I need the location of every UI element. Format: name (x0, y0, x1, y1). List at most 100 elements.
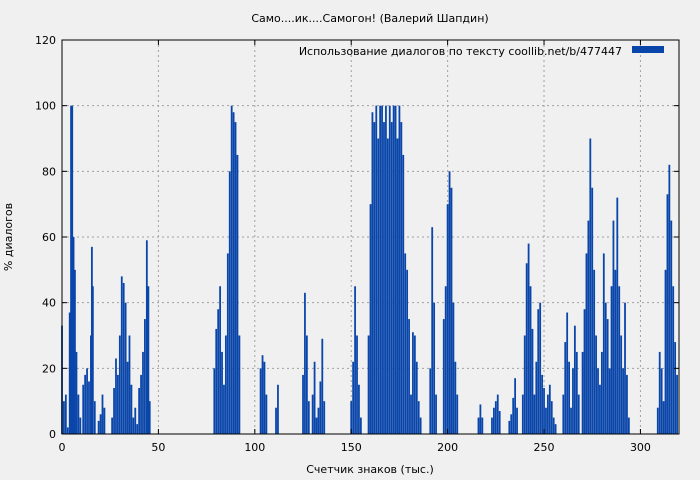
bar (72, 237, 75, 434)
bar (454, 361, 457, 434)
legend: Использование диалогов по тексту coollib… (299, 45, 664, 58)
bar (448, 171, 451, 435)
bar (444, 286, 447, 434)
bar (400, 122, 403, 434)
bar (602, 253, 605, 434)
bars (61, 105, 678, 435)
bar (656, 407, 659, 434)
bar (572, 368, 574, 434)
bar (91, 286, 94, 434)
bar (521, 394, 524, 434)
bar (583, 309, 586, 434)
bar (371, 112, 374, 434)
bar (261, 355, 264, 434)
x-tick-label: 300 (630, 441, 651, 454)
x-tick-label: 0 (59, 441, 66, 454)
bar (373, 122, 376, 434)
bar (219, 286, 222, 434)
bar (581, 351, 584, 434)
bar (666, 194, 669, 434)
bar (101, 394, 104, 434)
x-tick-label: 100 (244, 441, 265, 454)
bar (564, 342, 567, 434)
bar (606, 319, 609, 434)
bar (496, 394, 499, 434)
bar (525, 263, 528, 434)
bar (369, 204, 372, 434)
bar (97, 420, 100, 434)
bar (608, 368, 611, 434)
bar (537, 309, 540, 434)
bar (419, 417, 422, 434)
bar (138, 388, 141, 434)
bar (620, 335, 623, 434)
bar (113, 388, 115, 434)
bar (662, 401, 665, 434)
bar (494, 401, 497, 434)
bar (668, 164, 671, 434)
x-tick-label: 200 (437, 441, 458, 454)
y-tick-label: 100 (35, 100, 56, 113)
bar (99, 414, 102, 434)
bar (304, 292, 306, 434)
bar (595, 335, 597, 434)
bar (573, 325, 576, 434)
bar (128, 335, 131, 434)
y-tick-label: 80 (42, 165, 56, 178)
bar (71, 105, 74, 435)
x-tick-label: 50 (151, 441, 165, 454)
bar (510, 414, 513, 434)
bar (417, 401, 420, 434)
y-tick-label: 40 (42, 297, 56, 310)
bar (375, 105, 378, 435)
bar (568, 361, 570, 434)
legend-swatch (632, 46, 664, 53)
bar (118, 335, 121, 434)
bar (82, 384, 85, 434)
bar (394, 105, 397, 435)
bar (658, 351, 661, 434)
bar (622, 368, 624, 434)
bar (392, 105, 395, 435)
bar (533, 394, 536, 434)
bar (238, 335, 241, 434)
bar (591, 187, 594, 434)
bar (265, 394, 268, 434)
bar (410, 394, 412, 434)
bar (122, 282, 125, 434)
bar (132, 417, 135, 434)
bar (412, 332, 414, 434)
bar (570, 407, 572, 434)
bar (676, 374, 678, 434)
bar (435, 394, 437, 434)
bar (597, 368, 599, 434)
bar (616, 197, 619, 434)
bar (217, 309, 220, 434)
bar (228, 171, 231, 435)
bar (446, 204, 449, 434)
bar (111, 417, 114, 434)
bar (317, 407, 320, 434)
bar (377, 138, 380, 434)
bar (566, 312, 569, 434)
bar (388, 105, 391, 435)
bar (226, 253, 229, 434)
bar (124, 302, 127, 434)
bar (452, 302, 455, 434)
bar (600, 351, 603, 434)
bar (529, 286, 532, 434)
bar (305, 335, 308, 434)
y-tick-label: 60 (42, 231, 56, 244)
bar (75, 351, 78, 434)
bar (614, 269, 617, 434)
bar (232, 112, 235, 434)
bar (144, 319, 146, 434)
bar (545, 407, 547, 434)
bar (491, 417, 493, 434)
bar (512, 397, 515, 434)
y-axis-label: % диалогов (2, 203, 15, 271)
bar (626, 374, 628, 434)
bar (140, 374, 142, 434)
bar (398, 105, 401, 435)
bar (79, 417, 82, 434)
